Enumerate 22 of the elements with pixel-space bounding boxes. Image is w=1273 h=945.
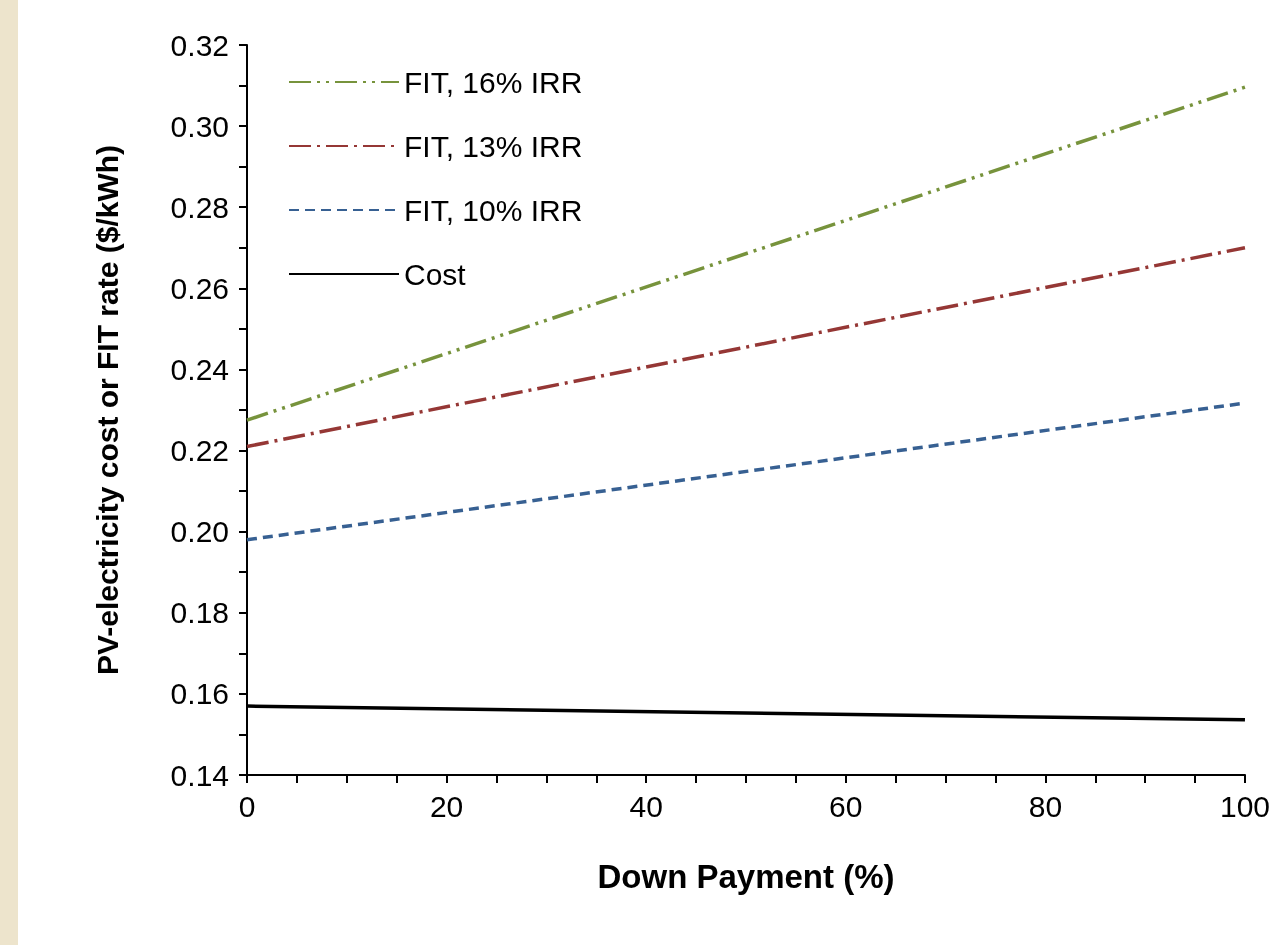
legend-label: FIT, 16% IRR bbox=[404, 65, 583, 99]
y-tick-label: 0.20 bbox=[170, 515, 229, 549]
y-axis-title: PV-electricity cost or FIT rate ($/kWh) bbox=[90, 144, 124, 676]
y-tick-label: 0.18 bbox=[170, 596, 229, 630]
y-tick-label: 0.16 bbox=[170, 677, 229, 711]
y-tick-label: 0.26 bbox=[170, 271, 229, 305]
x-axis-title: Down Payment (%) bbox=[597, 858, 895, 895]
x-tick-label: 80 bbox=[1028, 789, 1063, 823]
y-tick-label: 0.32 bbox=[170, 28, 229, 62]
y-tick-label: 0.30 bbox=[170, 109, 229, 143]
legend-label: FIT, 10% IRR bbox=[404, 193, 583, 227]
legend-label: Cost bbox=[404, 257, 467, 291]
x-tick-label: 60 bbox=[829, 789, 863, 823]
y-tick-label: 0.28 bbox=[170, 190, 229, 224]
x-tick-label: 40 bbox=[629, 789, 663, 823]
y-tick-label: 0.14 bbox=[170, 758, 229, 792]
x-tick-label: 0 bbox=[238, 789, 256, 823]
y-tick-label: 0.24 bbox=[170, 352, 229, 386]
x-tick-label: 20 bbox=[429, 789, 464, 823]
y-tick-label: 0.22 bbox=[170, 434, 229, 468]
legend-label: FIT, 13% IRR bbox=[404, 129, 583, 163]
x-tick-label: 100 bbox=[1219, 789, 1270, 823]
